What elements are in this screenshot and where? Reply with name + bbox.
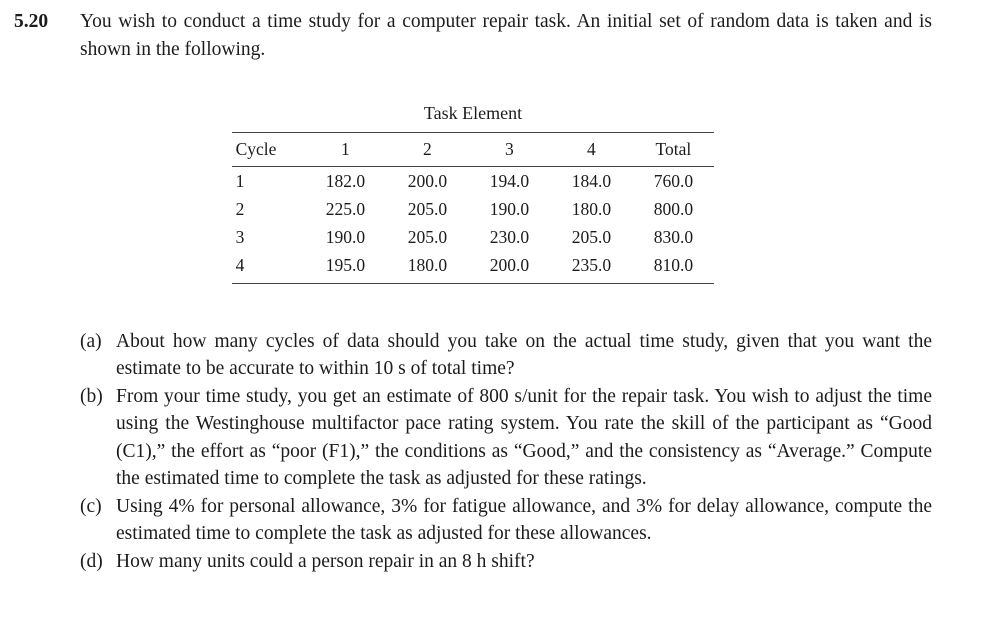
table-body: 1 182.0 200.0 194.0 184.0 760.0 2 225.0 205.0 190… <box>231 167 715 284</box>
value-cell: 225.0 <box>325 198 366 219</box>
value-cell: 230.0 <box>489 226 530 247</box>
value-cell: 200.0 <box>407 170 448 191</box>
task-element-table-wrap: Task Element Cycle 1 2 3 4 Total 1 182.0 2… <box>14 100 932 284</box>
table-row: 4 195.0 180.0 200.0 235.0 810.0 <box>231 251 715 284</box>
part-text: About how many cycles of data should you… <box>116 330 932 380</box>
value-cell: 205.0 <box>571 226 612 247</box>
table-row: 1 182.0 200.0 194.0 184.0 760.0 <box>232 167 715 196</box>
cycle-cell: 4 <box>231 251 305 284</box>
part-label: (a) <box>80 330 102 352</box>
table-row: 3 190.0 205.0 230.0 205.0 830.0 <box>232 223 715 251</box>
column-header-3: 3 <box>468 132 551 167</box>
problem-intro: You wish to conduct a time study for a c… <box>80 11 932 60</box>
table-caption-row: Task Element <box>231 100 715 133</box>
value-cell: 810.0 <box>632 251 715 284</box>
column-header-4: 4 <box>550 132 633 167</box>
part-label: (d) <box>80 550 103 572</box>
cycle-cell: 1 <box>235 170 245 191</box>
part-b: (b) From your time study, you get an est… <box>80 383 932 493</box>
column-header-2: 2 <box>386 132 469 167</box>
value-cell: 205.0 <box>407 226 448 247</box>
part-text: How many units could a person repair in … <box>116 550 535 572</box>
problem-parts: (a) About how many cycles of data should… <box>80 328 932 576</box>
problem-header: 5.20 You wish to conduct a time study fo… <box>14 8 932 64</box>
value-cell: 760.0 <box>653 170 694 191</box>
value-cell: 194.0 <box>489 170 530 191</box>
value-cell: 235.0 <box>550 251 633 284</box>
cycle-cell: 2 <box>235 198 245 219</box>
value-cell: 830.0 <box>653 226 694 247</box>
part-label: (b) <box>80 385 103 407</box>
column-header-cycle: Cycle <box>231 132 305 167</box>
value-cell: 205.0 <box>407 198 448 219</box>
value-cell: 180.0 <box>571 198 612 219</box>
value-cell: 182.0 <box>325 170 366 191</box>
value-cell: 184.0 <box>571 170 612 191</box>
value-cell: 195.0 <box>304 251 387 284</box>
table-header-row: Cycle 1 2 3 4 Total <box>231 132 715 167</box>
value-cell: 200.0 <box>468 251 551 284</box>
part-d: (d) How many units could a person repair… <box>80 548 932 576</box>
value-cell: 190.0 <box>489 198 530 219</box>
part-text: From your time study, you get an estimat… <box>116 385 932 490</box>
task-element-table: Task Element Cycle 1 2 3 4 Total 1 182.0 2… <box>231 100 715 284</box>
table-row: 2 225.0 205.0 190.0 180.0 800.0 <box>232 195 715 223</box>
part-a: (a) About how many cycles of data should… <box>80 328 932 383</box>
value-cell: 180.0 <box>386 251 469 284</box>
value-cell: 800.0 <box>653 198 694 219</box>
value-cell: 190.0 <box>325 226 366 247</box>
part-c: (c) Using 4% for personal allowance, 3% … <box>80 493 932 548</box>
part-label: (c) <box>80 495 102 517</box>
part-text: Using 4% for personal allowance, 3% for … <box>116 495 932 545</box>
cycle-cell: 3 <box>235 226 245 247</box>
column-header-total: Total <box>632 132 715 167</box>
column-header-1: 1 <box>304 132 387 167</box>
table-caption: Task Element <box>231 100 715 133</box>
problem-number: 5.20 <box>14 11 49 32</box>
